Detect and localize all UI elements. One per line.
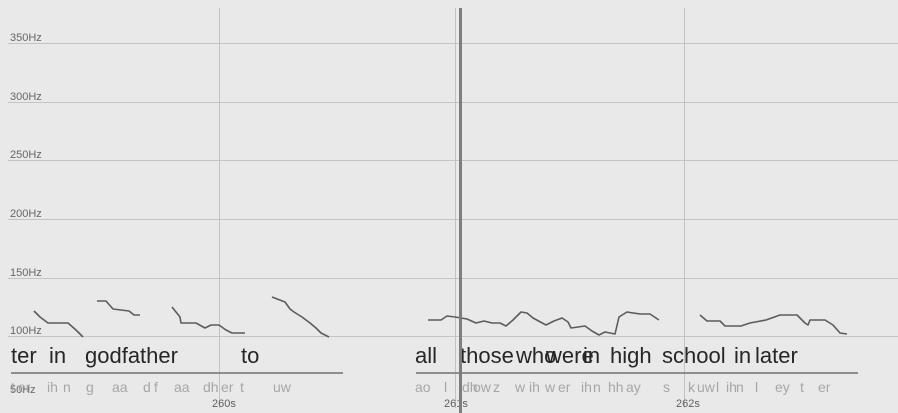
word-label[interactable]: in	[583, 343, 601, 368]
word-label[interactable]: ter	[11, 343, 37, 368]
phone-label: ay	[626, 379, 641, 395]
time-label: 262s	[676, 398, 700, 410]
time-label: 261s	[444, 398, 468, 410]
word-label[interactable]: who	[516, 343, 557, 368]
time-gridline	[455, 8, 456, 408]
word-label[interactable]: in	[49, 343, 67, 368]
phone-label: hh	[608, 379, 624, 395]
phone-label: ow	[473, 379, 491, 395]
phone-label: dh	[203, 379, 219, 395]
time-gridline	[219, 8, 220, 408]
phone-label: ey	[775, 379, 790, 395]
pitch-segment	[97, 300, 140, 316]
word-label[interactable]: all	[415, 343, 438, 368]
pitch-segment	[171, 306, 245, 334]
frequency-label: 100Hz	[10, 325, 42, 337]
phone-label: uw	[697, 379, 715, 395]
word-label[interactable]: high	[610, 343, 652, 368]
word-label[interactable]: godfather	[85, 343, 178, 368]
pitch-segment	[33, 310, 84, 338]
phone-label: l	[444, 379, 448, 395]
word-label[interactable]: in	[734, 343, 752, 368]
phone-label: t	[11, 379, 15, 395]
playhead-cursor[interactable]	[459, 8, 462, 413]
phone-label: ao	[415, 379, 431, 395]
frequency-gridline	[8, 278, 898, 279]
phone-label: er	[221, 379, 234, 395]
phone-label: aa	[112, 379, 128, 395]
frequency-gridline	[8, 160, 898, 161]
time-label: 260s	[212, 398, 236, 410]
phone-label: f	[154, 379, 158, 395]
phone-label: g	[86, 379, 94, 395]
word-label[interactable]: school	[662, 343, 726, 368]
phone-label: n	[63, 379, 71, 395]
phone-label: uw	[273, 379, 291, 395]
phone-label: ih	[529, 379, 540, 395]
frequency-gridline	[8, 102, 898, 103]
phone-label: n	[736, 379, 744, 395]
phone-label: s	[663, 379, 670, 395]
phone-label: er	[18, 379, 31, 395]
frequency-label: 300Hz	[10, 91, 42, 103]
frequency-gridline	[8, 336, 898, 337]
phone-label: aa	[174, 379, 190, 395]
word-label[interactable]: those	[460, 343, 514, 368]
frequency-gridline	[8, 43, 898, 44]
pitch-segment	[428, 311, 660, 336]
phone-label: z	[493, 379, 500, 395]
phone-label: er	[818, 379, 831, 395]
phone-label: w	[545, 379, 556, 395]
frequency-gridline	[8, 219, 898, 220]
segment-underline	[11, 372, 343, 374]
frequency-label: 250Hz	[10, 149, 42, 161]
phone-label: n	[593, 379, 601, 395]
phone-label: ih	[47, 379, 58, 395]
phone-label: t	[240, 379, 244, 395]
frequency-label: 50Hz	[10, 384, 36, 396]
phone-label: d	[143, 379, 151, 395]
phone-label: k	[688, 379, 695, 395]
frequency-label: 200Hz	[10, 208, 42, 220]
phone-label: t	[800, 379, 804, 395]
time-gridline	[684, 8, 685, 408]
phone-label: w	[515, 379, 526, 395]
phone-label: l	[716, 379, 720, 395]
phone-label: l	[755, 379, 759, 395]
phone-label: ih	[581, 379, 592, 395]
frequency-label: 350Hz	[10, 32, 42, 44]
word-label[interactable]: later	[755, 343, 798, 368]
phone-label: dh	[462, 379, 478, 395]
frequency-label: 150Hz	[10, 267, 42, 279]
pitch-segment	[699, 314, 848, 335]
word-label[interactable]: to	[241, 343, 260, 368]
pitch-segment	[271, 296, 330, 338]
phone-label: ih	[726, 379, 737, 395]
phone-label: er	[558, 379, 571, 395]
segment-underline	[416, 372, 858, 374]
word-label[interactable]: were	[546, 343, 594, 368]
